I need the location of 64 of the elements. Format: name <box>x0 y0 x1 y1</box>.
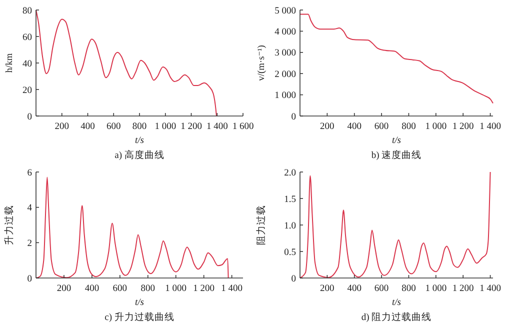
line-series <box>36 176 229 278</box>
x-tick-label: 1 000 <box>165 284 187 294</box>
x-tick-label: 1 000 <box>425 122 447 132</box>
x-axis-title: t/s <box>392 136 402 146</box>
text: c) 升力过载曲线 <box>104 311 174 323</box>
y-tick-label: 6 <box>27 168 32 178</box>
x-tick-label: 1 400 <box>221 284 243 294</box>
x-tick-label: 1 200 <box>193 284 215 294</box>
x-tick-label: 800 <box>140 284 156 294</box>
y-tick-label: 80 <box>22 6 32 16</box>
y-axis-title: v/(m·s⁻¹) <box>257 45 267 81</box>
x-tick-label: 1 200 <box>452 284 474 294</box>
y-tick-label: 20 <box>22 86 32 96</box>
x-tick-label: 400 <box>80 122 96 132</box>
y-tick-label: 1.0 <box>284 221 296 232</box>
y-tick-label: 2 <box>27 238 32 249</box>
text: b) 速度曲线 <box>371 149 422 161</box>
y-tick-label: 40 <box>22 59 32 70</box>
y-tick-label: 60 <box>22 32 32 43</box>
text: a) 高度曲线 <box>114 149 164 161</box>
x-tick-label: 800 <box>132 122 147 132</box>
y-tick-label: 1 000 <box>274 91 296 102</box>
y-tick-label: 0.5 <box>284 248 296 258</box>
y-axis-title: h/km <box>5 52 15 73</box>
x-tick-label: 400 <box>347 284 362 294</box>
x-tick-label: 800 <box>402 122 416 132</box>
x-tick-label: 1 200 <box>180 122 202 132</box>
y-tick-label: 2 000 <box>274 70 296 80</box>
y-tick-label: 0 <box>27 112 32 122</box>
x-tick-label: 600 <box>374 284 389 294</box>
y-tick-label: 4 000 <box>274 28 296 38</box>
x-tick-label: 200 <box>54 122 70 132</box>
y-tick-label: 1.5 <box>284 194 296 205</box>
y-tick-label: 0 <box>291 112 296 122</box>
x-tick-label: 200 <box>56 284 72 294</box>
x-tick-label: 400 <box>84 284 100 294</box>
line-series <box>300 172 491 278</box>
y-tick-label: 3 000 <box>274 48 296 59</box>
x-tick-label: 800 <box>402 284 416 294</box>
x-tick-label: 1 400 <box>206 122 228 132</box>
x-tick-label: 600 <box>374 122 389 132</box>
x-axis-title: t/s <box>135 298 144 308</box>
x-tick-label: 200 <box>320 122 335 132</box>
y-axis-title: 阻力过载 <box>255 205 267 245</box>
line-series <box>300 14 494 104</box>
x-tick-label: 200 <box>320 284 335 294</box>
x-tick-label: 400 <box>347 122 362 132</box>
x-axis-title: t/s <box>135 136 144 146</box>
x-tick-label: 1 600 <box>232 122 254 132</box>
x-tick-label: 1 200 <box>452 122 474 132</box>
y-tick-label: 0 <box>291 274 296 284</box>
y-axis-title: 升力过载 <box>3 205 15 245</box>
x-tick-label: 600 <box>112 284 128 294</box>
x-tick-label: 1 000 <box>154 122 176 132</box>
x-tick-label: 1 000 <box>425 284 447 294</box>
x-tick-label: 1 400 <box>480 122 502 132</box>
x-tick-label: 600 <box>106 122 121 132</box>
text: d) 阻力过载曲线 <box>361 311 432 323</box>
y-tick-label: 0 <box>27 274 32 284</box>
y-tick-label: 2.0 <box>284 168 296 178</box>
y-tick-label: 5 000 <box>274 6 296 16</box>
y-tick-label: 4 <box>27 204 32 214</box>
x-axis-title: t/s <box>392 298 402 308</box>
x-tick-label: 1 400 <box>480 284 502 294</box>
